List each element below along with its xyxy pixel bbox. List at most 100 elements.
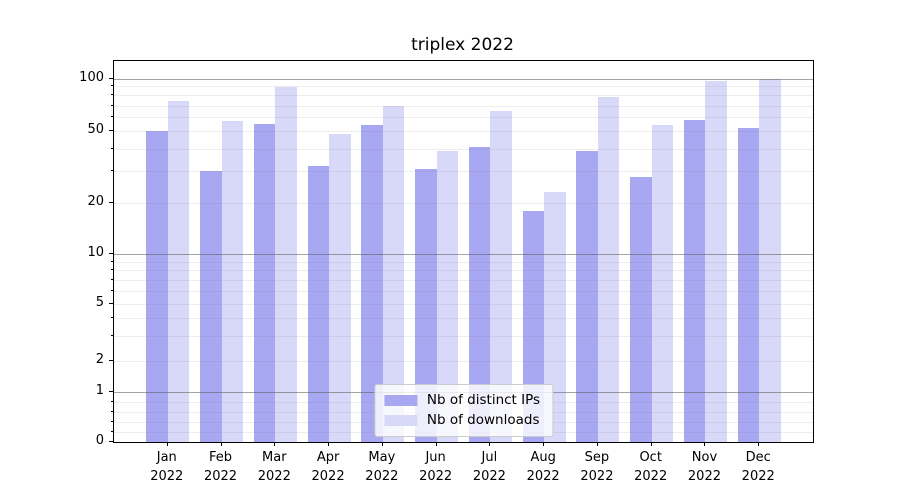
y-tick-label-10: 10 [87, 245, 104, 260]
major-gridline [114, 78, 813, 80]
bar-distinct-ips-feb [200, 171, 222, 442]
x-tick-mark [758, 442, 760, 446]
minor-gridline [114, 335, 813, 337]
y-minor-tick-mark [111, 104, 113, 106]
y-minor-tick-mark [111, 360, 113, 361]
bar-distinct-ips-sep [576, 150, 598, 442]
bar-downloads-dec [759, 79, 781, 442]
x-tick-mark [381, 442, 383, 446]
y-tick-label-2: 2 [95, 352, 104, 367]
y-tick-mark [109, 390, 113, 392]
minor-gridline [114, 261, 813, 263]
bar-downloads-mar [275, 87, 297, 442]
chart-title: triplex 2022 [411, 35, 514, 55]
x-tick-mark [220, 442, 222, 446]
x-tick-label-feb: Feb 2022 [203, 450, 238, 484]
y-minor-tick-mark [111, 289, 113, 291]
y-minor-tick-mark [111, 269, 113, 271]
legend-item-downloads: Nb of downloads [383, 410, 540, 430]
y-minor-tick-mark [111, 316, 113, 318]
minor-gridline [114, 95, 813, 97]
y-tick-label-20: 20 [87, 194, 104, 209]
bar-downloads-apr [329, 134, 351, 442]
bar-distinct-ips-nov [683, 119, 706, 442]
x-tick-label-mar: Mar 2022 [257, 450, 291, 484]
y-minor-tick-mark [111, 202, 113, 203]
bar-downloads-sep [597, 97, 620, 442]
x-tick-mark [596, 442, 598, 446]
y-minor-tick-mark [111, 130, 113, 131]
x-tick-label-dec: Dec 2022 [741, 450, 775, 484]
x-tick-label-jan: Jan 2022 [150, 450, 184, 484]
legend: Nb of distinct IPs Nb of downloads [373, 384, 554, 437]
x-tick-mark [489, 442, 491, 446]
x-tick-label-jun: Jun 2022 [419, 450, 453, 484]
minor-gridline [114, 279, 813, 281]
y-tick-label-5: 5 [95, 295, 104, 310]
y-minor-tick-mark [111, 278, 113, 280]
bar-distinct-ips-may [361, 125, 383, 442]
minor-gridline [114, 270, 813, 272]
y-minor-tick-mark [111, 410, 113, 412]
x-tick-mark [650, 442, 652, 446]
x-tick-label-apr: Apr 2022 [311, 450, 345, 484]
y-minor-tick-mark [111, 260, 113, 262]
bar-distinct-ips-jul [468, 146, 491, 442]
y-tick-label-0: 0 [95, 433, 104, 448]
bar-downloads-jul [490, 111, 512, 442]
y-minor-tick-mark [111, 147, 113, 149]
y-minor-tick-mark [111, 85, 113, 87]
plot-area: Nb of distinct IPs Nb of downloads [113, 60, 814, 443]
x-tick-label-aug: Aug 2022 [526, 450, 560, 484]
y-tick-mark [109, 77, 113, 79]
x-tick-mark [543, 442, 545, 446]
minor-gridline [114, 171, 813, 173]
y-minor-tick-mark [111, 430, 113, 432]
y-minor-tick-mark [111, 334, 113, 336]
x-tick-mark [274, 442, 276, 446]
bar-downloads-oct [651, 125, 674, 442]
bar-downloads-may [382, 105, 405, 442]
x-tick-label-sep: Sep 2022 [580, 450, 614, 484]
y-tick-mark [109, 441, 113, 442]
minor-gridline [114, 105, 813, 107]
x-tick-mark [166, 442, 168, 446]
minor-gridline [114, 290, 813, 292]
y-tick-mark [109, 253, 113, 254]
minor-gridline [114, 317, 813, 319]
y-tick-label-50: 50 [87, 122, 104, 137]
legend-swatch-downloads [383, 414, 417, 426]
legend-swatch-distinct-ips [383, 394, 417, 406]
minor-gridline [114, 131, 813, 132]
minor-gridline [114, 361, 813, 362]
x-tick-mark [328, 442, 330, 446]
minor-gridline [114, 86, 813, 88]
bar-downloads-feb [221, 121, 244, 442]
minor-gridline [114, 304, 813, 305]
legend-label-downloads: Nb of downloads [426, 412, 540, 428]
bar-distinct-ips-apr [307, 166, 330, 442]
x-tick-label-jul: Jul 2022 [472, 450, 506, 484]
y-tick-label-100: 100 [79, 69, 104, 85]
x-tick-label-oct: Oct 2022 [634, 450, 668, 484]
y-tick-label-1: 1 [95, 382, 104, 398]
legend-item-distinct-ips: Nb of distinct IPs [383, 390, 541, 410]
bar-distinct-ips-oct [630, 176, 652, 442]
major-gridline [114, 254, 813, 255]
y-minor-tick-mark [111, 400, 113, 402]
x-tick-label-may: May 2022 [365, 450, 399, 484]
bar-downloads-jun [436, 150, 459, 442]
bar-distinct-ips-mar [253, 123, 276, 442]
y-minor-tick-mark [111, 116, 113, 118]
x-tick-label-nov: Nov 2022 [687, 450, 721, 484]
bar-downloads-nov [705, 80, 727, 442]
legend-label-distinct-ips: Nb of distinct IPs [426, 392, 541, 408]
bar-distinct-ips-jun [415, 168, 437, 442]
y-minor-tick-mark [111, 420, 113, 422]
bar-distinct-ips-jan [146, 131, 168, 442]
bar-downloads-jan [167, 101, 190, 442]
minor-gridline [114, 117, 813, 119]
y-minor-tick-mark [111, 303, 113, 304]
y-minor-tick-mark [111, 170, 113, 172]
